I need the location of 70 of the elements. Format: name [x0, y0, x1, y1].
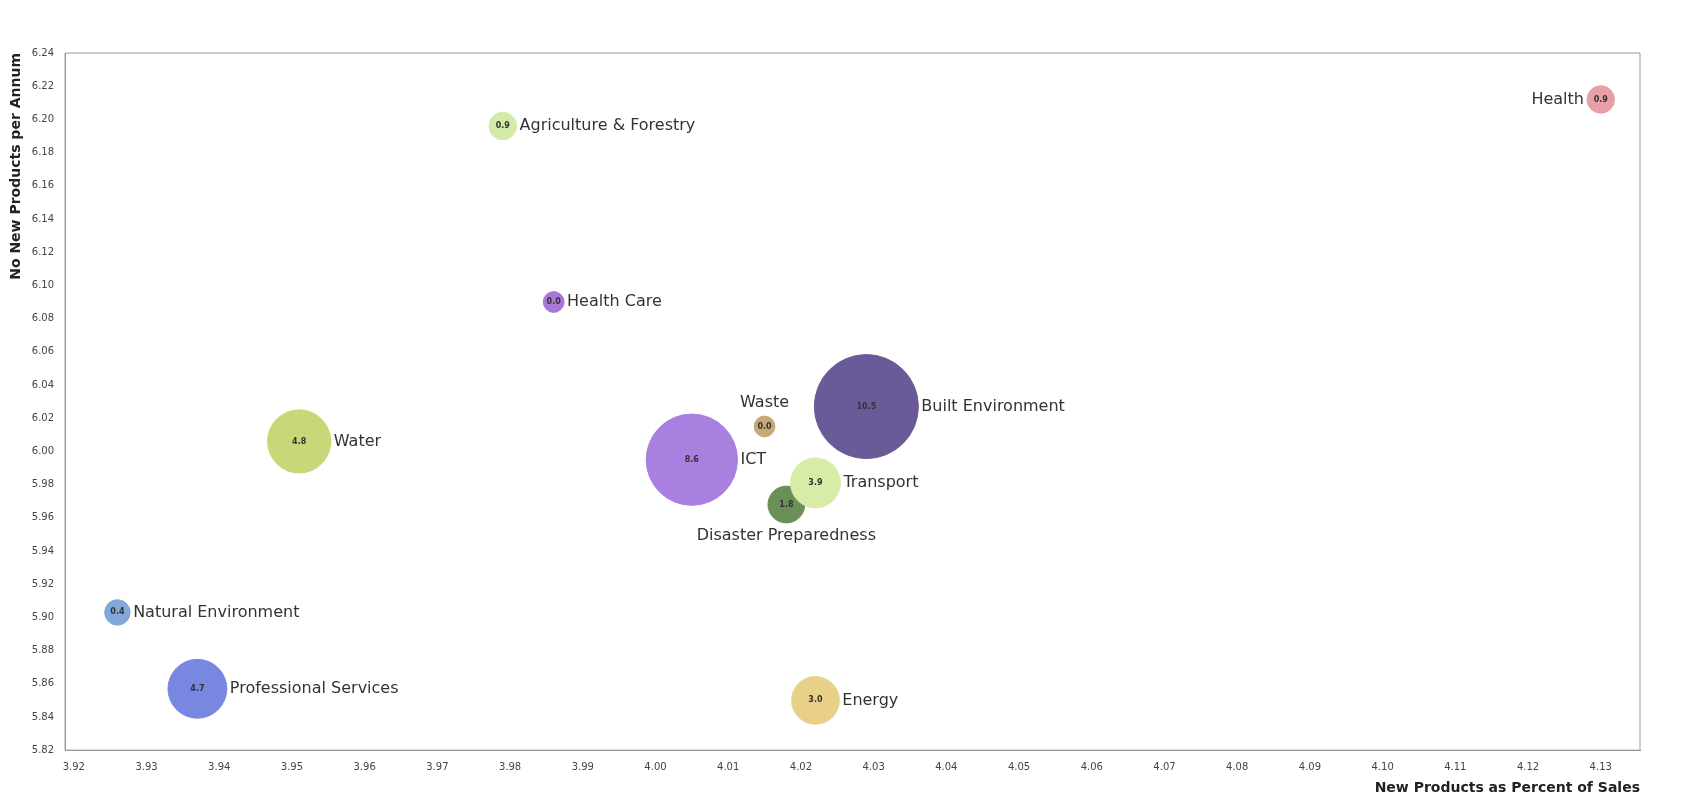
x-tick-label: 4.04 — [935, 760, 958, 772]
series-label: Disaster Preparedness — [696, 525, 877, 545]
y-tick-label: 6.18 — [31, 146, 55, 158]
y-tick-label: 5.94 — [31, 544, 55, 556]
x-tick-label: 3.97 — [426, 760, 449, 772]
x-tick-label: 4.05 — [1007, 760, 1031, 772]
y-tick-label: 6.10 — [31, 278, 55, 290]
series-label: ICT — [740, 448, 767, 468]
y-tick-label: 6.02 — [31, 411, 55, 423]
annotation: 0.0 — [757, 421, 773, 431]
y-tick-label: 5.98 — [31, 478, 55, 490]
annotation: 10.5 — [856, 401, 877, 411]
x-tick-label: 4.13 — [1589, 760, 1612, 772]
series-label: Health — [1531, 88, 1584, 108]
annotation: 0.4 — [110, 607, 125, 617]
y-tick-label: 6.14 — [31, 212, 55, 224]
y-tick-label: 5.86 — [31, 677, 55, 689]
annotation: 1.8 — [779, 499, 794, 509]
y-tick-label: 5.92 — [31, 577, 55, 589]
x-tick-label: 3.98 — [498, 760, 522, 772]
x-tick-label: 3.94 — [208, 760, 231, 772]
y-tick-label: 6.00 — [31, 444, 55, 456]
y-tick-label: 6.22 — [31, 79, 55, 91]
annotation: 3.0 — [808, 695, 823, 705]
y-axis-title: No New Products per Annum — [7, 53, 24, 280]
series-label: Professional Services — [229, 677, 399, 697]
x-tick-label: 4.12 — [1516, 760, 1540, 772]
y-tick-label: 5.84 — [31, 710, 55, 722]
x-tick-label: 4.11 — [1444, 760, 1467, 772]
x-tick-label: 4.01 — [717, 760, 740, 772]
annotation: 8.6 — [684, 454, 700, 464]
x-tick-label: 3.92 — [62, 760, 85, 772]
series-label: Natural Environment — [133, 601, 300, 621]
y-tick-label: 6.16 — [31, 179, 55, 191]
y-tick-label: 6.08 — [31, 312, 55, 324]
x-tick-label: 4.03 — [862, 760, 885, 772]
x-tick-label: 3.95 — [280, 760, 304, 772]
y-tick-label: 5.88 — [31, 644, 55, 656]
annotation: 0.0 — [546, 297, 562, 307]
series-label: Energy — [842, 689, 899, 709]
x-tick-label: 4.02 — [789, 760, 813, 772]
x-tick-label: 3.96 — [353, 760, 376, 772]
x-tick-label: 3.93 — [135, 760, 158, 772]
y-tick-label: 6.04 — [31, 378, 55, 390]
y-tick-label: 5.90 — [31, 610, 55, 622]
annotation: 0.9 — [495, 121, 511, 131]
series-label: Transport — [842, 472, 919, 492]
x-tick-label: 4.06 — [1080, 760, 1103, 772]
x-tick-label: 4.10 — [1371, 760, 1394, 772]
x-tick-label: 4.00 — [644, 760, 667, 772]
series-label: Built Environment — [921, 395, 1065, 415]
y-tick-label: 6.06 — [31, 345, 55, 357]
y-tick-label: 6.12 — [31, 245, 55, 257]
x-tick-label: 4.09 — [1298, 760, 1322, 772]
series-label: Health Care — [567, 291, 662, 311]
series-label: Waste — [740, 392, 790, 412]
y-tick-label: 6.24 — [31, 46, 55, 58]
annotation: 3.9 — [808, 478, 823, 488]
series-label: Water — [333, 430, 382, 450]
y-tick-label: 6.20 — [31, 112, 55, 124]
annotation: 4.8 — [292, 436, 307, 446]
x-tick-label: 3.99 — [571, 760, 594, 772]
y-tick-label: 5.82 — [31, 743, 55, 755]
x-tick-label: 4.08 — [1226, 760, 1249, 772]
x-axis-title: New Products as Percent of Sales — [1374, 779, 1640, 796]
annotation: 4.7 — [190, 683, 205, 693]
annotation: 0.9 — [1593, 94, 1609, 104]
x-tick-label: 4.07 — [1153, 760, 1176, 772]
y-tick-label: 5.96 — [31, 511, 55, 523]
series-label: Agriculture & Forestry — [519, 115, 696, 135]
